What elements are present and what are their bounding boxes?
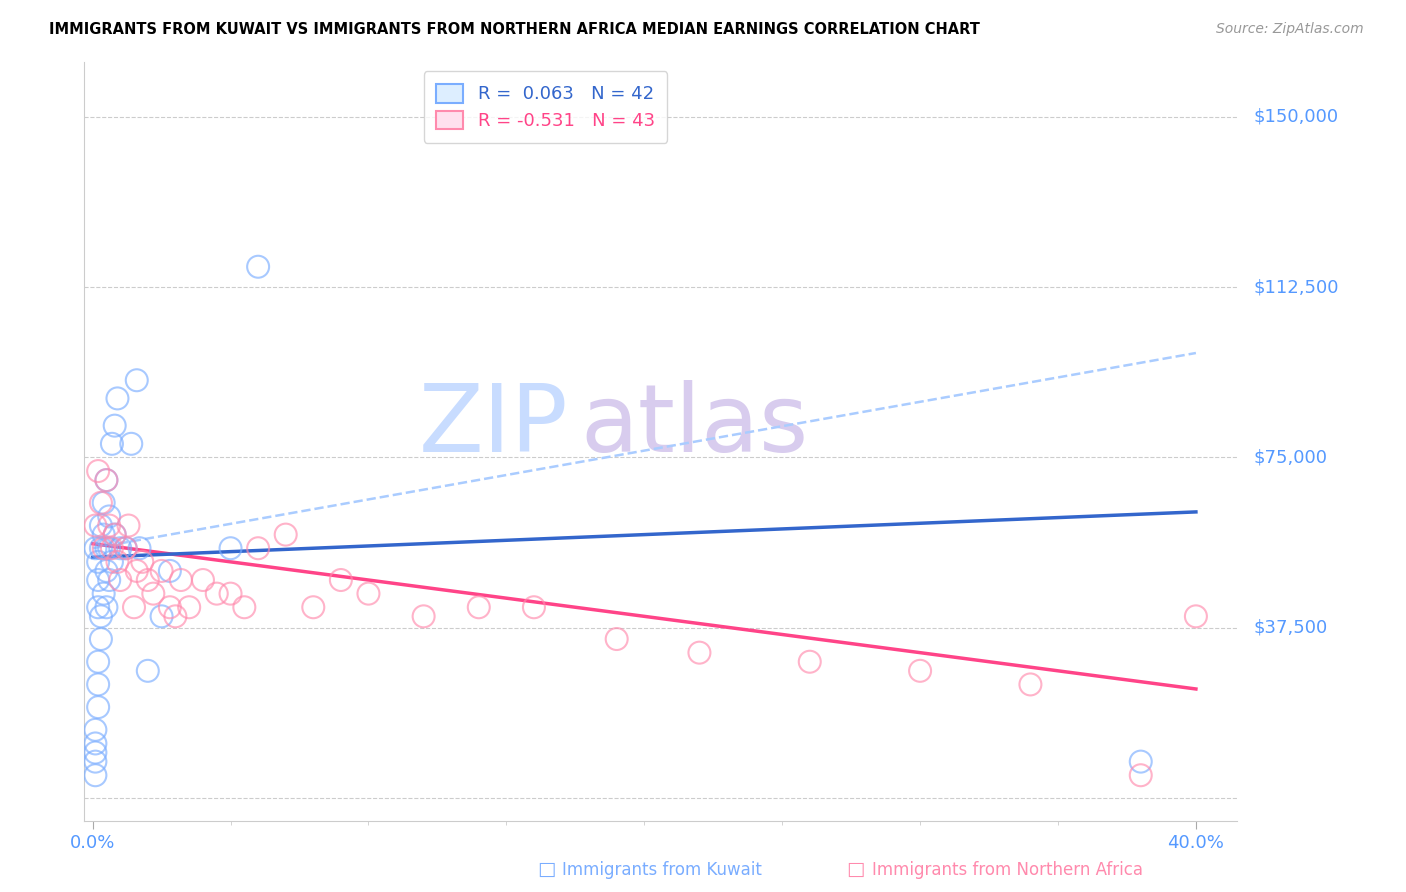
Text: □: □ — [537, 860, 555, 880]
Text: IMMIGRANTS FROM KUWAIT VS IMMIGRANTS FROM NORTHERN AFRICA MEDIAN EARNINGS CORREL: IMMIGRANTS FROM KUWAIT VS IMMIGRANTS FRO… — [49, 22, 980, 37]
Point — [90, 518, 112, 533]
Text: □: □ — [846, 860, 865, 880]
Point — [125, 373, 148, 387]
Text: Immigrants from Kuwait: Immigrants from Kuwait — [562, 861, 762, 879]
Point — [93, 527, 115, 541]
Point — [302, 600, 325, 615]
Point — [101, 437, 124, 451]
Text: Immigrants from Northern Africa: Immigrants from Northern Africa — [872, 861, 1143, 879]
Point — [412, 609, 434, 624]
Point — [87, 555, 110, 569]
Point — [96, 564, 118, 578]
Point — [87, 655, 110, 669]
Point — [87, 677, 110, 691]
Point — [150, 609, 173, 624]
Text: Source: ZipAtlas.com: Source: ZipAtlas.com — [1216, 22, 1364, 37]
Point — [908, 664, 931, 678]
Point — [468, 600, 491, 615]
Point — [84, 768, 107, 782]
Point — [131, 555, 153, 569]
Point — [90, 632, 112, 646]
Point — [93, 541, 115, 556]
Point — [87, 464, 110, 478]
Point — [98, 573, 121, 587]
Point — [84, 518, 107, 533]
Point — [120, 437, 142, 451]
Point — [165, 609, 187, 624]
Point — [274, 527, 297, 541]
Point — [110, 541, 132, 556]
Point — [179, 600, 201, 615]
Point — [219, 587, 242, 601]
Point — [98, 518, 121, 533]
Point — [110, 573, 132, 587]
Point — [1185, 609, 1208, 624]
Point — [159, 600, 181, 615]
Point — [117, 518, 139, 533]
Point — [1019, 677, 1042, 691]
Point — [606, 632, 628, 646]
Point — [84, 755, 107, 769]
Text: $37,500: $37,500 — [1254, 619, 1329, 637]
Point — [84, 746, 107, 760]
Point — [104, 527, 127, 541]
Point — [219, 541, 242, 556]
Point — [191, 573, 214, 587]
Point — [114, 541, 136, 556]
Point — [107, 555, 129, 569]
Point — [233, 600, 256, 615]
Point — [205, 587, 228, 601]
Point — [90, 496, 112, 510]
Point — [688, 646, 710, 660]
Point — [170, 573, 193, 587]
Point — [136, 573, 159, 587]
Point — [329, 573, 352, 587]
Point — [87, 573, 110, 587]
Point — [98, 541, 121, 556]
Point — [98, 509, 121, 524]
Point — [101, 555, 124, 569]
Point — [159, 564, 181, 578]
Point — [93, 496, 115, 510]
Point — [84, 541, 107, 556]
Point — [247, 260, 270, 274]
Point — [142, 587, 165, 601]
Point — [136, 664, 159, 678]
Text: $75,000: $75,000 — [1254, 449, 1327, 467]
Text: $150,000: $150,000 — [1254, 108, 1339, 126]
Point — [90, 541, 112, 556]
Point — [87, 600, 110, 615]
Point — [1129, 768, 1152, 782]
Point — [84, 723, 107, 737]
Point — [122, 600, 145, 615]
Point — [87, 700, 110, 714]
Point — [799, 655, 821, 669]
Legend: R =  0.063   N = 42, R = -0.531   N = 43: R = 0.063 N = 42, R = -0.531 N = 43 — [423, 71, 668, 143]
Point — [101, 541, 124, 556]
Point — [150, 564, 173, 578]
Point — [357, 587, 380, 601]
Point — [523, 600, 546, 615]
Point — [93, 587, 115, 601]
Point — [90, 609, 112, 624]
Text: atlas: atlas — [581, 380, 808, 473]
Point — [96, 600, 118, 615]
Text: ZIP: ZIP — [419, 380, 568, 473]
Point — [1129, 755, 1152, 769]
Point — [247, 541, 270, 556]
Point — [125, 564, 148, 578]
Point — [104, 527, 127, 541]
Text: $112,500: $112,500 — [1254, 278, 1340, 296]
Point — [96, 473, 118, 487]
Point — [96, 473, 118, 487]
Point — [84, 736, 107, 750]
Point — [114, 541, 136, 556]
Point — [107, 392, 129, 406]
Point — [104, 418, 127, 433]
Point — [96, 541, 118, 556]
Point — [128, 541, 150, 556]
